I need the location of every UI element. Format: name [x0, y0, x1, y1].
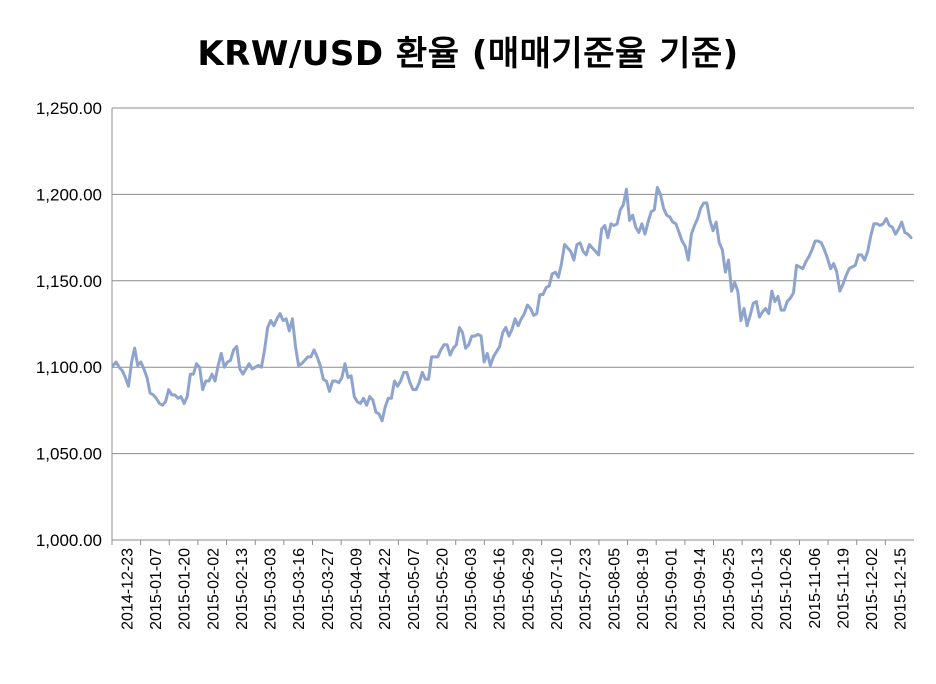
y-axis-tick-labels: 1,000.00 1,050.00 1,100.00 1,150.00 1,200.00… [36, 99, 102, 550]
y-tick-label: 1,050.00 [36, 445, 102, 464]
x-tick-label: 2015-05-07 [406, 548, 423, 630]
x-tick-label: 2015-05-20 [434, 548, 451, 630]
x-tick-label: 2015-09-01 [664, 548, 681, 630]
axes [111, 108, 914, 545]
x-tick-label: 2015-08-19 [635, 548, 652, 630]
x-tick-label: 2015-10-26 [778, 548, 795, 630]
y-tick-label: 1,100.00 [36, 358, 102, 377]
x-tick-label: 2015-06-03 [463, 548, 480, 630]
x-tick-label: 2015-07-23 [578, 548, 595, 630]
x-tick-label: 2015-09-14 [692, 548, 709, 630]
x-axis-tick-labels: 2014-12-23 2015-01-07 2015-01-20 2015-02-02… [119, 548, 909, 630]
x-tick-label: 2014-12-23 [119, 548, 136, 630]
x-tick-label: 2015-09-25 [721, 548, 738, 630]
x-tick-label: 2015-11-06 [807, 548, 824, 629]
x-tick-label: 2015-01-07 [148, 548, 165, 630]
x-tick-label: 2015-07-10 [549, 548, 566, 630]
x-tick-label: 2015-12-15 [893, 548, 910, 630]
x-tick-label: 2015-03-27 [320, 548, 337, 630]
x-tick-label: 2015-02-13 [234, 548, 251, 630]
y-tick-label: 1,000.00 [36, 531, 102, 550]
x-tick-label: 2015-06-29 [520, 548, 537, 630]
x-tick-label: 2015-10-13 [749, 548, 766, 630]
x-tick-label: 2015-11-19 [835, 548, 852, 629]
x-tick-label: 2015-12-02 [864, 548, 881, 630]
exchange-rate-series-line [111, 185, 913, 423]
x-tick-label: 2015-02-02 [205, 548, 222, 630]
y-tick-label: 1,250.00 [36, 99, 102, 118]
x-tick-label: 2015-03-16 [291, 548, 308, 630]
x-tick-label: 2015-01-20 [177, 548, 194, 630]
x-tick-label: 2015-08-05 [606, 548, 623, 630]
chart-title: KRW/USD 환율 (매매기준율 기준) [197, 34, 739, 74]
x-tick-label: 2015-03-03 [263, 548, 280, 630]
y-tick-label: 1,150.00 [36, 272, 102, 291]
x-tick-label: 2015-04-09 [348, 548, 365, 630]
x-tick-label: 2015-04-22 [377, 548, 394, 630]
y-tick-label: 1,200.00 [36, 185, 102, 204]
x-tick-label: 2015-06-16 [492, 548, 509, 630]
